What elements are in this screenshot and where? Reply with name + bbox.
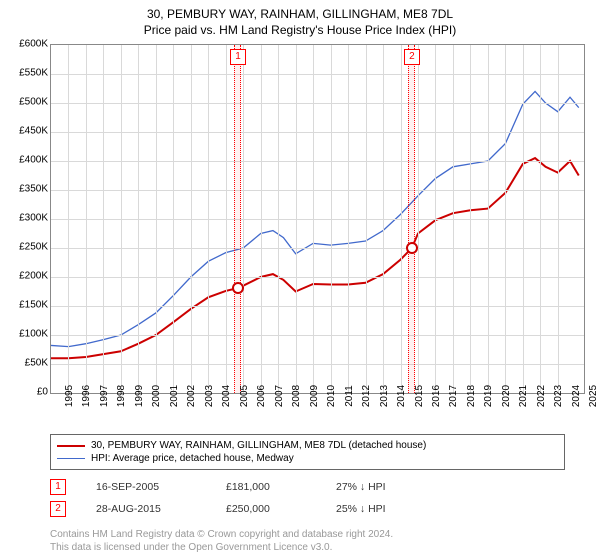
legend-swatch: [57, 458, 85, 459]
footer-attribution: Contains HM Land Registry data © Crown c…: [50, 528, 393, 554]
sale-marker-label: 1: [230, 49, 246, 65]
legend-swatch: [57, 445, 85, 447]
sale-badge: 1: [50, 479, 66, 495]
sale-point-marker: [232, 282, 244, 294]
chart-title: 30, PEMBURY WAY, RAINHAM, GILLINGHAM, ME…: [0, 0, 600, 38]
y-tick-label: £300K: [10, 213, 48, 224]
legend-row: HPI: Average price, detached house, Medw…: [57, 452, 558, 465]
legend-label: HPI: Average price, detached house, Medw…: [91, 453, 294, 464]
legend-row: 30, PEMBURY WAY, RAINHAM, GILLINGHAM, ME…: [57, 439, 558, 452]
title-line1: 30, PEMBURY WAY, RAINHAM, GILLINGHAM, ME…: [0, 6, 600, 22]
sale-row: 1 16-SEP-2005£181,00027% ↓ HPI: [50, 476, 456, 498]
sale-point-marker: [406, 242, 418, 254]
y-tick-label: £550K: [10, 68, 48, 79]
legend-label: 30, PEMBURY WAY, RAINHAM, GILLINGHAM, ME…: [91, 440, 426, 451]
y-tick-label: £400K: [10, 155, 48, 166]
chart: £0 £50K £100K £150K £200K £250K £300K £350K £400…: [10, 44, 590, 424]
title-line2: Price paid vs. HM Land Registry's House …: [0, 22, 600, 38]
sale-row: 2 28-AUG-2015£250,00025% ↓ HPI: [50, 498, 456, 520]
y-tick-label: £250K: [10, 242, 48, 253]
y-tick-label: £500K: [10, 97, 48, 108]
footer-line2: This data is licensed under the Open Gov…: [50, 541, 393, 554]
sale-pct-vs-hpi: 27% ↓ HPI: [336, 481, 456, 493]
sale-price: £181,000: [226, 481, 336, 493]
x-tick-label: 2025: [574, 385, 599, 407]
sale-pct-vs-hpi: 25% ↓ HPI: [336, 503, 456, 515]
sales-table: 1 16-SEP-2005£181,00027% ↓ HPI 2 28-AUG-201…: [50, 476, 456, 520]
sale-marker-band: [408, 45, 415, 393]
plot-area: 12: [50, 44, 585, 394]
y-tick-label: £450K: [10, 126, 48, 137]
y-tick-label: £600K: [10, 39, 48, 50]
sale-marker-label: 2: [404, 49, 420, 65]
y-tick-label: £0: [10, 387, 48, 398]
sale-badge: 2: [50, 501, 66, 517]
y-tick-label: £350K: [10, 184, 48, 195]
sale-date: 16-SEP-2005: [96, 481, 226, 493]
sale-price: £250,000: [226, 503, 336, 515]
y-tick-label: £150K: [10, 300, 48, 311]
legend: 30, PEMBURY WAY, RAINHAM, GILLINGHAM, ME…: [50, 434, 565, 470]
sale-marker-band: [234, 45, 241, 393]
y-tick-label: £100K: [10, 329, 48, 340]
footer-line1: Contains HM Land Registry data © Crown c…: [50, 528, 393, 541]
y-tick-label: £50K: [10, 358, 48, 369]
sale-date: 28-AUG-2015: [96, 503, 226, 515]
y-tick-label: £200K: [10, 271, 48, 282]
series-price_paid: [51, 158, 579, 358]
